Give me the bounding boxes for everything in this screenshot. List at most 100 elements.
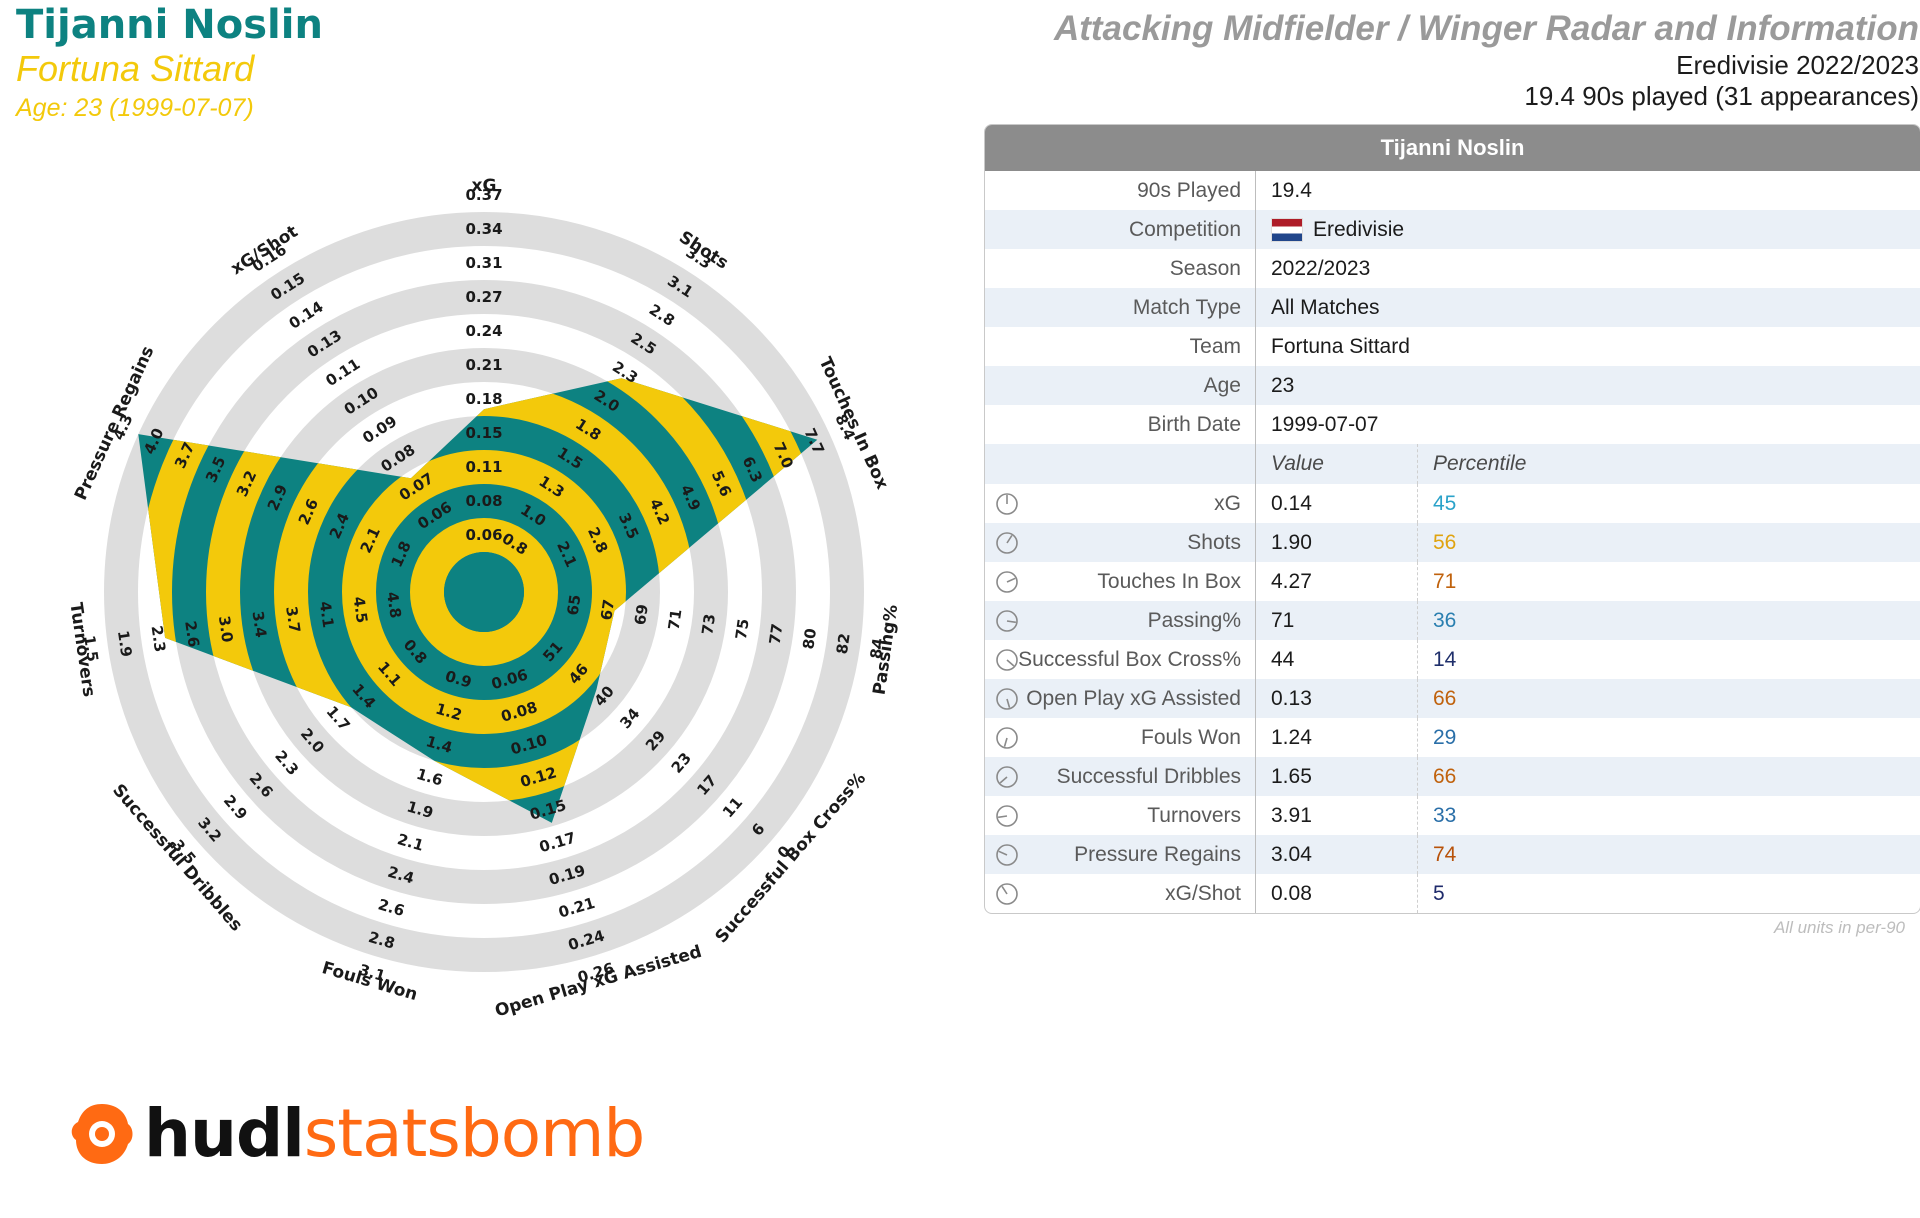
metric-percentile: 56 [1433,530,1457,554]
metric-label: Passing% [985,601,1256,640]
radar-tick-label: 4.5 [349,595,371,624]
radar-tick-label: 0.18 [465,390,502,408]
table-title: Tijanni Noslin [985,125,1920,171]
metric-label: Successful Dribbles [985,757,1256,796]
radar-tick-label: 0.37 [465,186,502,204]
metric-label: Successful Box Cross% [985,640,1256,679]
radar-tick-label: 3.7 [282,605,304,634]
metric-value: 0.13 [1256,679,1418,718]
info-row: Competition Eredivisie [985,210,1920,249]
info-label: Birth Date [985,405,1256,444]
radar-tick-label: 82 [833,632,854,655]
metric-value: 1.65 [1256,757,1418,796]
radar-tick-label: 0.08 [465,492,502,510]
player-age: Age: 23 (1999-07-07) [16,94,254,122]
info-value: 19.4 [1256,171,1920,210]
radar-tick-label: 3.0 [215,615,237,644]
radar-tick-label: 2.6 [181,620,203,649]
gauge-icon [996,531,1018,554]
info-row: Match Type All Matches [985,288,1920,327]
metric-row: Turnovers 3.91 33 [985,796,1920,835]
radar-area-band [342,450,626,734]
radar-tick-label: 0.31 [465,254,502,272]
metric-row: Passing% 71 36 [985,601,1920,640]
metric-row: Successful Dribbles 1.65 66 [985,757,1920,796]
radar-tick-label: 0.15 [465,424,502,442]
metric-row: Fouls Won 1.24 29 [985,718,1920,757]
units-footnote: All units in per-90 [1773,918,1905,937]
radar-ring [104,212,864,972]
radar-tick-label: 2.3 [147,624,169,653]
info-value: 2022/2023 [1256,249,1920,288]
radar-tick-label: 0.34 [465,220,502,238]
metric-percentile: 36 [1433,608,1457,632]
player-header: Tijanni Noslin Fortuna Sittard Age: 23 (… [16,2,323,124]
logo-word-statsbomb: statsbomb [303,1095,645,1172]
radar-tick-label: 0.06 [465,526,502,544]
gauge-icon [996,687,1018,710]
gauge-icon [996,765,1018,788]
radar-area-band [410,518,558,666]
info-row: Age 23 [985,366,1920,405]
gauge-icon [996,609,1018,632]
metric-label: Shots [985,523,1256,562]
info-value-text: Eredivisie [1313,217,1405,241]
info-label: Age [985,366,1256,405]
metric-percentile: 71 [1433,569,1457,593]
metric-percentile: 66 [1433,686,1457,710]
logo-word-hudl: hudl [144,1095,305,1172]
info-label: Season [985,249,1256,288]
metric-value: 0.08 [1256,874,1418,913]
metric-percentile: 5 [1433,881,1445,905]
radar-tick-label: 0.11 [465,458,502,476]
chart-title: Attacking Midfielder / Winger Radar and … [1053,9,1919,48]
metric-value: 0.14 [1256,484,1418,523]
info-value: Fortuna Sittard [1256,327,1920,366]
metric-value: 71 [1256,601,1418,640]
metric-value: 3.04 [1256,835,1418,874]
radar-tick-label: 0.27 [465,288,502,306]
radar-axis-label: xG [472,176,497,196]
metric-value: 1.24 [1256,718,1418,757]
metric-label: Touches In Box [985,562,1256,601]
metric-label: Pressure Regains [985,835,1256,874]
info-label: Competition [985,210,1256,249]
info-row: Season 2022/2023 [985,249,1920,288]
gauge-icon [996,726,1018,749]
info-value-text: 19.4 [1271,178,1312,202]
radar-tick-label: 4.8 [383,591,405,620]
metric-label: xG [985,484,1256,523]
info-row: Team Fortuna Sittard [985,327,1920,366]
player-info-table: Tijanni Noslin 90s Played 19.4 Competition… [984,124,1920,914]
info-value: 23 [1256,366,1920,405]
hudl-statsbomb-logo: hudl statsbomb [66,1095,645,1172]
radar-tick-label: 3.4 [248,610,270,639]
metric-value: 3.91 [1256,796,1418,835]
metric-row: Pressure Regains 3.04 74 [985,835,1920,874]
gauge-icon [996,570,1018,593]
metric-label: Turnovers [985,796,1256,835]
metric-value: 44 [1256,640,1418,679]
player-team: Fortuna Sittard [16,48,255,89]
league-season: Eredivisie 2022/2023 [1676,50,1919,80]
metric-header-blank [985,444,1256,484]
radar-tick-label: 80 [799,627,820,650]
metric-label: xG/Shot [985,874,1256,913]
logo-mark-icon [71,1104,133,1164]
percentile-header: Percentile [1433,452,1527,475]
info-label: Team [985,327,1256,366]
radar-tick-label: 67 [597,598,618,621]
metric-row: Touches In Box 4.27 71 [985,562,1920,601]
radar-tick-label: 69 [631,603,652,626]
info-rows: 90s Played 19.4 Competition Eredivisie Seaso… [985,171,1920,444]
radar-tick-label: 73 [698,613,719,636]
metric-value: 1.90 [1256,523,1418,562]
radar-tick-label: 84 [867,637,888,660]
info-value: Eredivisie [1256,210,1920,249]
metric-row: xG/Shot 0.08 5 [985,874,1920,913]
info-label: Match Type [985,288,1256,327]
chart-header: Attacking Midfielder / Winger Radar and … [1054,8,1919,112]
metric-row: Successful Box Cross% 44 14 [985,640,1920,679]
radar-tick-label: 75 [732,617,753,640]
netherlands-flag-icon [1271,217,1303,242]
